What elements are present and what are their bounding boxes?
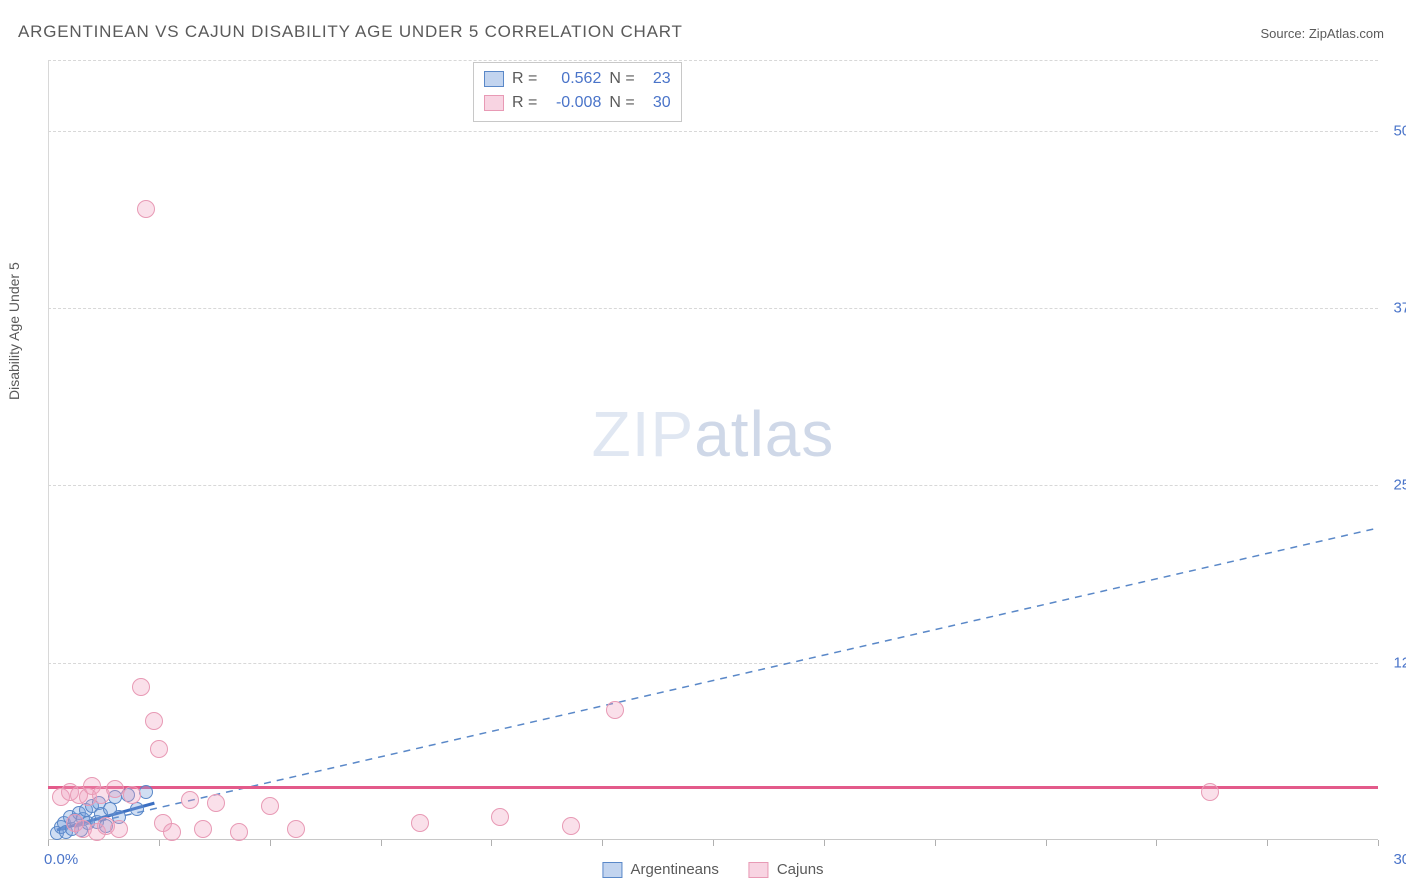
y-axis-label: Disability Age Under 5 (6, 262, 22, 400)
marker-argentineans (130, 802, 144, 816)
r-label: R = (512, 67, 537, 91)
legend: Argentineans Cajuns (602, 861, 823, 878)
grid-line (48, 308, 1378, 309)
n-value-cajuns: 30 (643, 91, 671, 115)
cajuns-trend-line (48, 786, 1378, 789)
trend-lines-svg (48, 60, 1378, 840)
marker-cajuns (606, 701, 624, 719)
marker-cajuns (491, 808, 509, 826)
marker-cajuns (150, 740, 168, 758)
watermark-part-a: ZIP (592, 398, 695, 470)
marker-cajuns (137, 200, 155, 218)
grid-line (48, 663, 1378, 664)
watermark: ZIPatlas (592, 397, 835, 471)
plot-left-border (48, 60, 49, 840)
marker-cajuns (123, 786, 141, 804)
legend-item-cajuns: Cajuns (749, 861, 824, 878)
swatch-pink-icon (749, 862, 769, 878)
grid-line (48, 485, 1378, 486)
marker-cajuns (207, 794, 225, 812)
argentineans-trend-line (61, 528, 1378, 830)
x-tick-label-max: 30.0% (1393, 851, 1406, 868)
swatch-blue-icon (484, 71, 504, 87)
marker-cajuns (1201, 783, 1219, 801)
legend-label: Cajuns (777, 861, 824, 878)
y-tick-label: 50.0% (1382, 122, 1406, 139)
legend-item-argentineans: Argentineans (602, 861, 718, 878)
x-tick (824, 840, 825, 846)
grid-line (48, 131, 1378, 132)
source-attribution: Source: ZipAtlas.com (1260, 26, 1384, 41)
n-label: N = (609, 67, 634, 91)
x-tick (270, 840, 271, 846)
marker-cajuns (181, 791, 199, 809)
marker-cajuns (261, 797, 279, 815)
x-tick (1156, 840, 1157, 846)
x-tick (1267, 840, 1268, 846)
marker-cajuns (287, 820, 305, 838)
x-tick (1378, 840, 1379, 846)
marker-cajuns (562, 817, 580, 835)
x-tick (159, 840, 160, 846)
stat-row-argentineans: R = 0.562 N = 23 (484, 67, 671, 91)
x-tick-label-min: 0.0% (44, 851, 78, 868)
marker-cajuns (411, 814, 429, 832)
x-tick (48, 840, 49, 846)
marker-cajuns (106, 780, 124, 798)
marker-cajuns (163, 823, 181, 841)
source-link[interactable]: ZipAtlas.com (1309, 26, 1384, 41)
x-tick (491, 840, 492, 846)
n-value-argentineans: 23 (643, 67, 671, 91)
correlation-stat-box: R = 0.562 N = 23 R = -0.008 N = 30 (473, 62, 682, 122)
marker-cajuns (194, 820, 212, 838)
grid-line (48, 60, 1378, 61)
swatch-pink-icon (484, 95, 504, 111)
n-label: N = (609, 91, 634, 115)
x-tick (381, 840, 382, 846)
stat-row-cajuns: R = -0.008 N = 30 (484, 91, 671, 115)
x-tick (935, 840, 936, 846)
marker-cajuns (230, 823, 248, 841)
watermark-part-b: atlas (694, 398, 834, 470)
r-value-argentineans: 0.562 (545, 67, 601, 91)
marker-cajuns (145, 712, 163, 730)
legend-label: Argentineans (630, 861, 718, 878)
r-label: R = (512, 91, 537, 115)
source-prefix: Source: (1260, 26, 1308, 41)
x-tick (602, 840, 603, 846)
swatch-blue-icon (602, 862, 622, 878)
r-value-cajuns: -0.008 (545, 91, 601, 115)
x-tick (713, 840, 714, 846)
chart-title: ARGENTINEAN VS CAJUN DISABILITY AGE UNDE… (18, 22, 683, 42)
y-tick-label: 37.5% (1382, 300, 1406, 317)
x-tick (1046, 840, 1047, 846)
chart-plot-area: ZIPatlas 0.0% 30.0% R = 0.562 N = 23 R =… (48, 60, 1378, 840)
y-tick-label: 25.0% (1382, 477, 1406, 494)
marker-cajuns (132, 678, 150, 696)
y-tick-label: 12.5% (1382, 654, 1406, 671)
marker-cajuns (110, 820, 128, 838)
